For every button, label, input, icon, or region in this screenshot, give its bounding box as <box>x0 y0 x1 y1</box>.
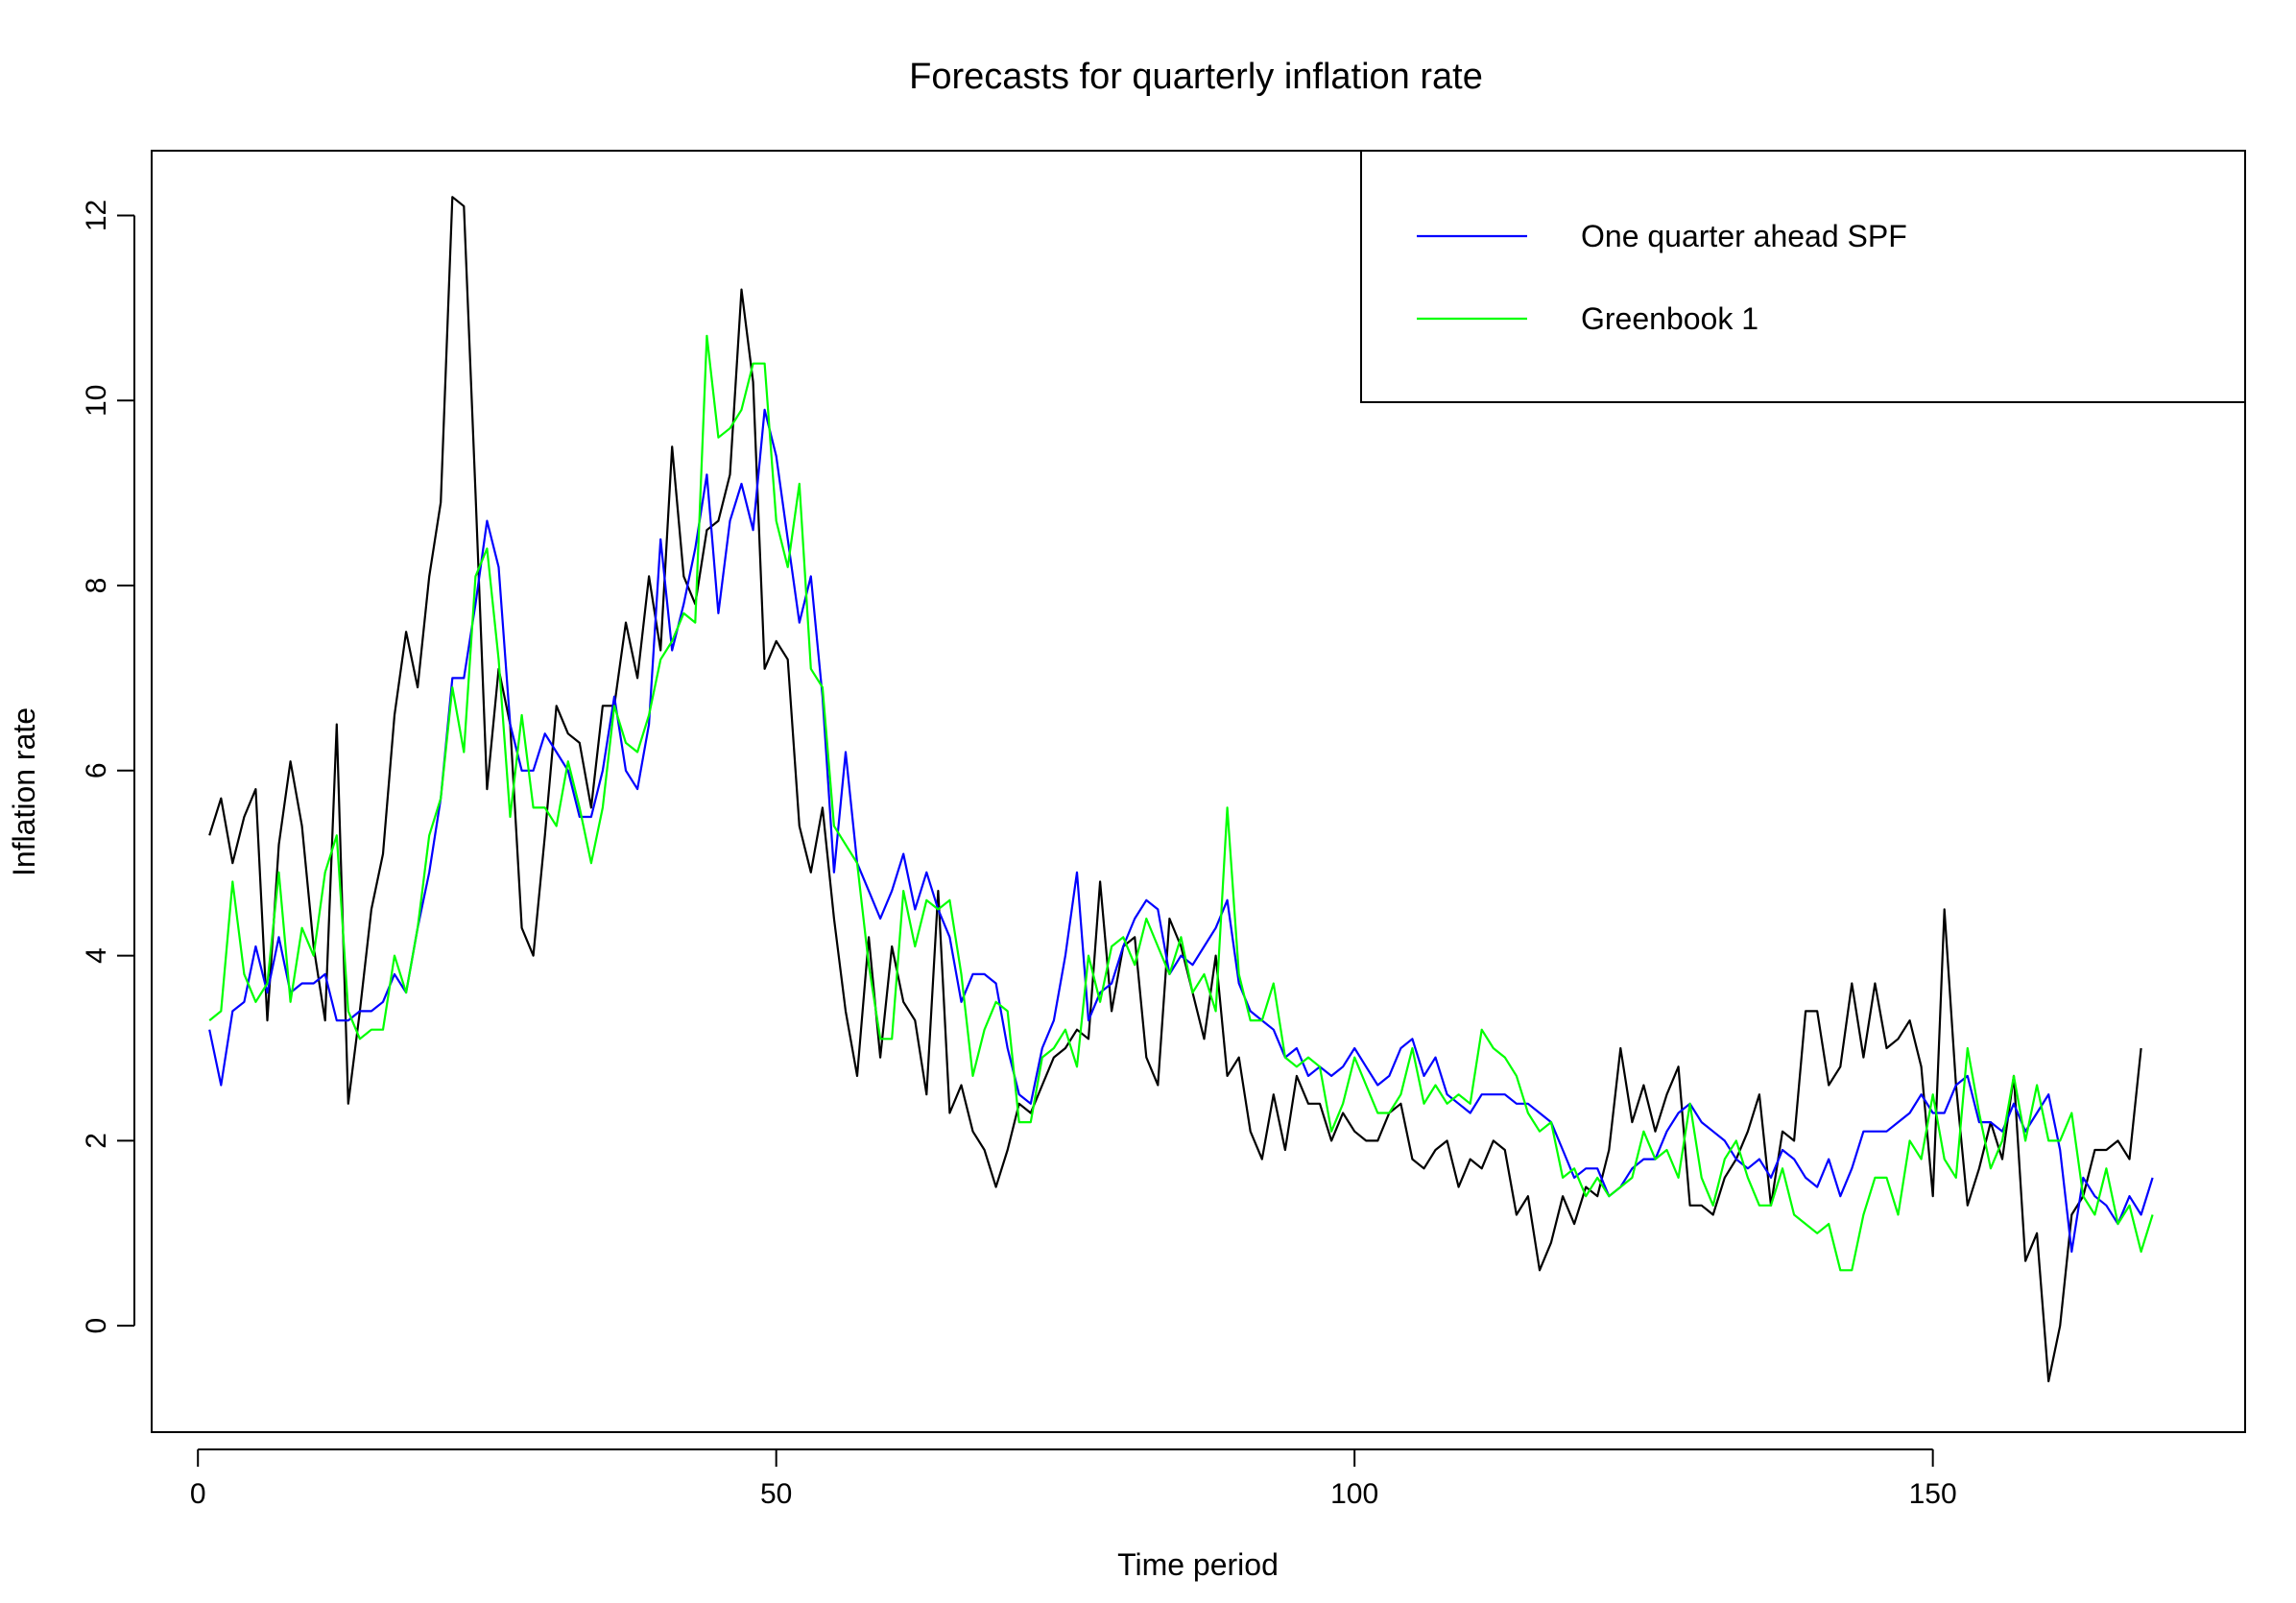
greenbook-forecast-line <box>208 334 2154 1272</box>
chart-title: Forecasts for quarterly inflation rate <box>909 57 1483 97</box>
x-tick-label: 50 <box>760 1478 792 1510</box>
legend-box <box>1360 150 2246 403</box>
y-tick-label: 0 <box>81 1318 112 1334</box>
y-tick-label: 12 <box>81 200 112 231</box>
y-axis-label: Inflation rate <box>7 707 41 876</box>
x-tick-label: 150 <box>1909 1478 1957 1510</box>
plot-frame <box>151 150 2246 1433</box>
y-tick-label: 6 <box>81 762 112 778</box>
y-tick-label: 8 <box>81 578 112 594</box>
y-axis: 0 2 4 6 8 10 12 <box>81 200 135 1334</box>
legend-label-greenbook: Greenbook 1 <box>1581 301 1758 336</box>
legend: One quarter ahead SPF Greenbook 1 <box>1360 150 2246 403</box>
x-tick-label: 0 <box>190 1478 206 1510</box>
legend-label-spf: One quarter ahead SPF <box>1581 219 1907 253</box>
y-tick-label: 10 <box>81 385 112 417</box>
spf-forecast-line <box>208 408 2154 1254</box>
x-tick-label: 100 <box>1330 1478 1378 1510</box>
series-layer <box>208 196 2154 1383</box>
actual-inflation-line <box>208 196 2142 1383</box>
x-axis-label: Time period <box>1117 1547 1279 1582</box>
y-tick-label: 2 <box>81 1133 112 1149</box>
x-axis: 0 50 100 150 <box>190 1448 1957 1510</box>
y-tick-label: 4 <box>81 947 112 964</box>
